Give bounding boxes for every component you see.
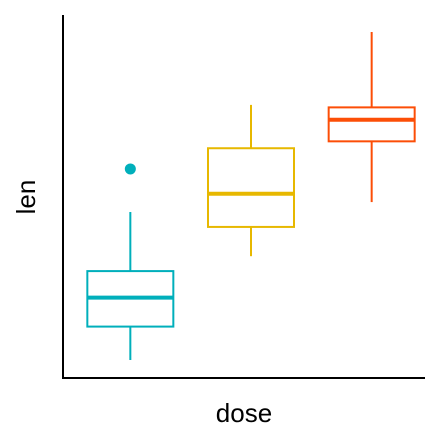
box	[207, 147, 295, 228]
outlier	[124, 163, 136, 175]
y-axis-label: len	[11, 180, 41, 215]
box	[327, 106, 416, 143]
x-axis-label: dose	[216, 398, 272, 428]
